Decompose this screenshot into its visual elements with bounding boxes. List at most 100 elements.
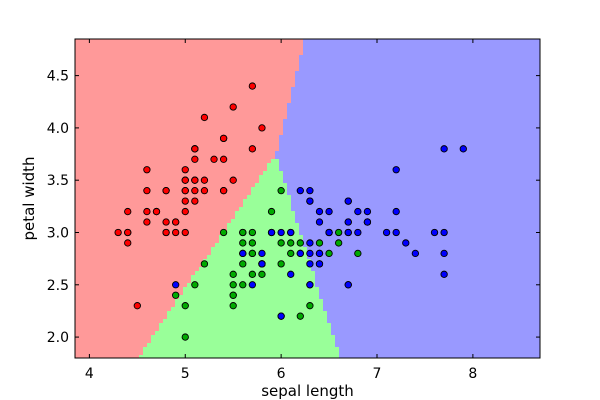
region-cell-class-2 [407,155,412,160]
region-cell-class-0 [243,151,248,156]
region-cell-class-2 [283,119,288,124]
region-cell-class-2 [423,59,428,64]
region-cell-class-2 [283,167,288,172]
region-cell-class-2 [411,199,416,204]
region-cell-class-0 [115,107,120,112]
region-cell-class-0 [123,135,128,140]
region-cell-class-0 [183,67,188,72]
region-cell-class-2 [383,195,388,200]
region-cell-class-2 [507,43,512,48]
region-cell-class-0 [75,135,80,140]
region-cell-class-2 [359,167,364,172]
region-cell-class-0 [219,79,224,84]
region-cell-class-2 [319,171,324,176]
region-cell-class-2 [367,179,372,184]
region-cell-class-0 [243,155,248,160]
region-cell-class-0 [75,55,80,60]
region-cell-class-2 [435,183,440,188]
region-cell-class-2 [335,63,340,68]
region-cell-class-0 [271,55,276,60]
region-cell-class-2 [535,159,540,164]
region-cell-class-0 [123,63,128,68]
region-cell-class-0 [187,119,192,124]
region-cell-class-0 [175,203,180,208]
region-cell-class-0 [99,195,104,200]
region-cell-class-0 [127,111,132,116]
region-cell-class-2 [511,139,516,144]
region-cell-class-0 [143,115,148,120]
region-cell-class-0 [203,207,208,212]
region-cell-class-2 [383,163,388,168]
region-cell-class-0 [227,191,232,196]
region-cell-class-2 [335,127,340,132]
region-cell-class-2 [487,59,492,64]
region-cell-class-2 [427,43,432,48]
region-cell-class-0 [147,195,152,200]
region-cell-class-2 [351,199,356,204]
region-cell-class-0 [107,95,112,100]
region-cell-class-0 [87,51,92,56]
region-cell-class-0 [247,191,252,196]
region-cell-class-0 [139,43,144,48]
region-cell-class-2 [419,39,424,44]
region-cell-class-2 [499,99,504,104]
region-cell-class-2 [391,87,396,92]
region-cell-class-2 [359,199,364,204]
region-cell-class-2 [295,183,300,188]
region-cell-class-0 [235,171,240,176]
region-cell-class-0 [283,95,288,100]
region-cell-class-0 [79,79,84,84]
region-cell-class-2 [399,107,404,112]
region-cell-class-2 [407,199,412,204]
region-cell-class-2 [427,67,432,72]
region-cell-class-0 [267,147,272,152]
region-cell-class-0 [135,43,140,48]
region-cell-class-2 [487,43,492,48]
region-cell-class-2 [507,107,512,112]
region-cell-class-2 [383,107,388,112]
region-cell-class-0 [295,39,300,44]
region-cell-class-2 [507,127,512,132]
region-cell-class-0 [79,87,84,92]
region-cell-class-2 [407,87,412,92]
region-cell-class-0 [187,175,192,180]
region-cell-class-2 [343,207,348,212]
region-cell-class-0 [111,87,116,92]
region-cell-class-2 [295,179,300,184]
region-cell-class-0 [223,95,228,100]
region-cell-class-2 [459,203,464,208]
region-cell-class-0 [107,119,112,124]
region-cell-class-2 [459,83,464,88]
region-cell-class-2 [339,163,344,168]
region-cell-class-0 [87,191,92,196]
region-cell-class-0 [251,139,256,144]
region-cell-class-2 [311,103,316,108]
region-cell-class-2 [395,151,400,156]
region-cell-class-0 [187,139,192,144]
region-cell-class-0 [151,135,156,140]
region-cell-class-0 [79,55,84,60]
region-cell-class-0 [159,167,164,172]
region-cell-class-0 [91,167,96,172]
region-cell-class-2 [387,155,392,160]
region-cell-class-2 [439,183,444,188]
region-cell-class-2 [427,91,432,96]
region-cell-class-2 [487,135,492,140]
region-cell-class-0 [207,143,212,148]
region-cell-class-0 [203,111,208,116]
region-cell-class-2 [291,111,296,116]
region-cell-class-0 [107,115,112,120]
region-cell-class-2 [359,159,364,164]
region-cell-class-2 [483,123,488,128]
region-cell-class-0 [75,59,80,64]
region-cell-class-2 [303,155,308,160]
region-cell-class-2 [455,155,460,160]
region-cell-class-0 [187,159,192,164]
region-cell-class-0 [223,119,228,124]
region-cell-class-2 [379,163,384,168]
region-cell-class-2 [299,75,304,80]
region-cell-class-0 [211,175,216,180]
region-cell-class-0 [203,135,208,140]
region-cell-class-2 [499,147,504,152]
region-cell-class-2 [411,47,416,52]
